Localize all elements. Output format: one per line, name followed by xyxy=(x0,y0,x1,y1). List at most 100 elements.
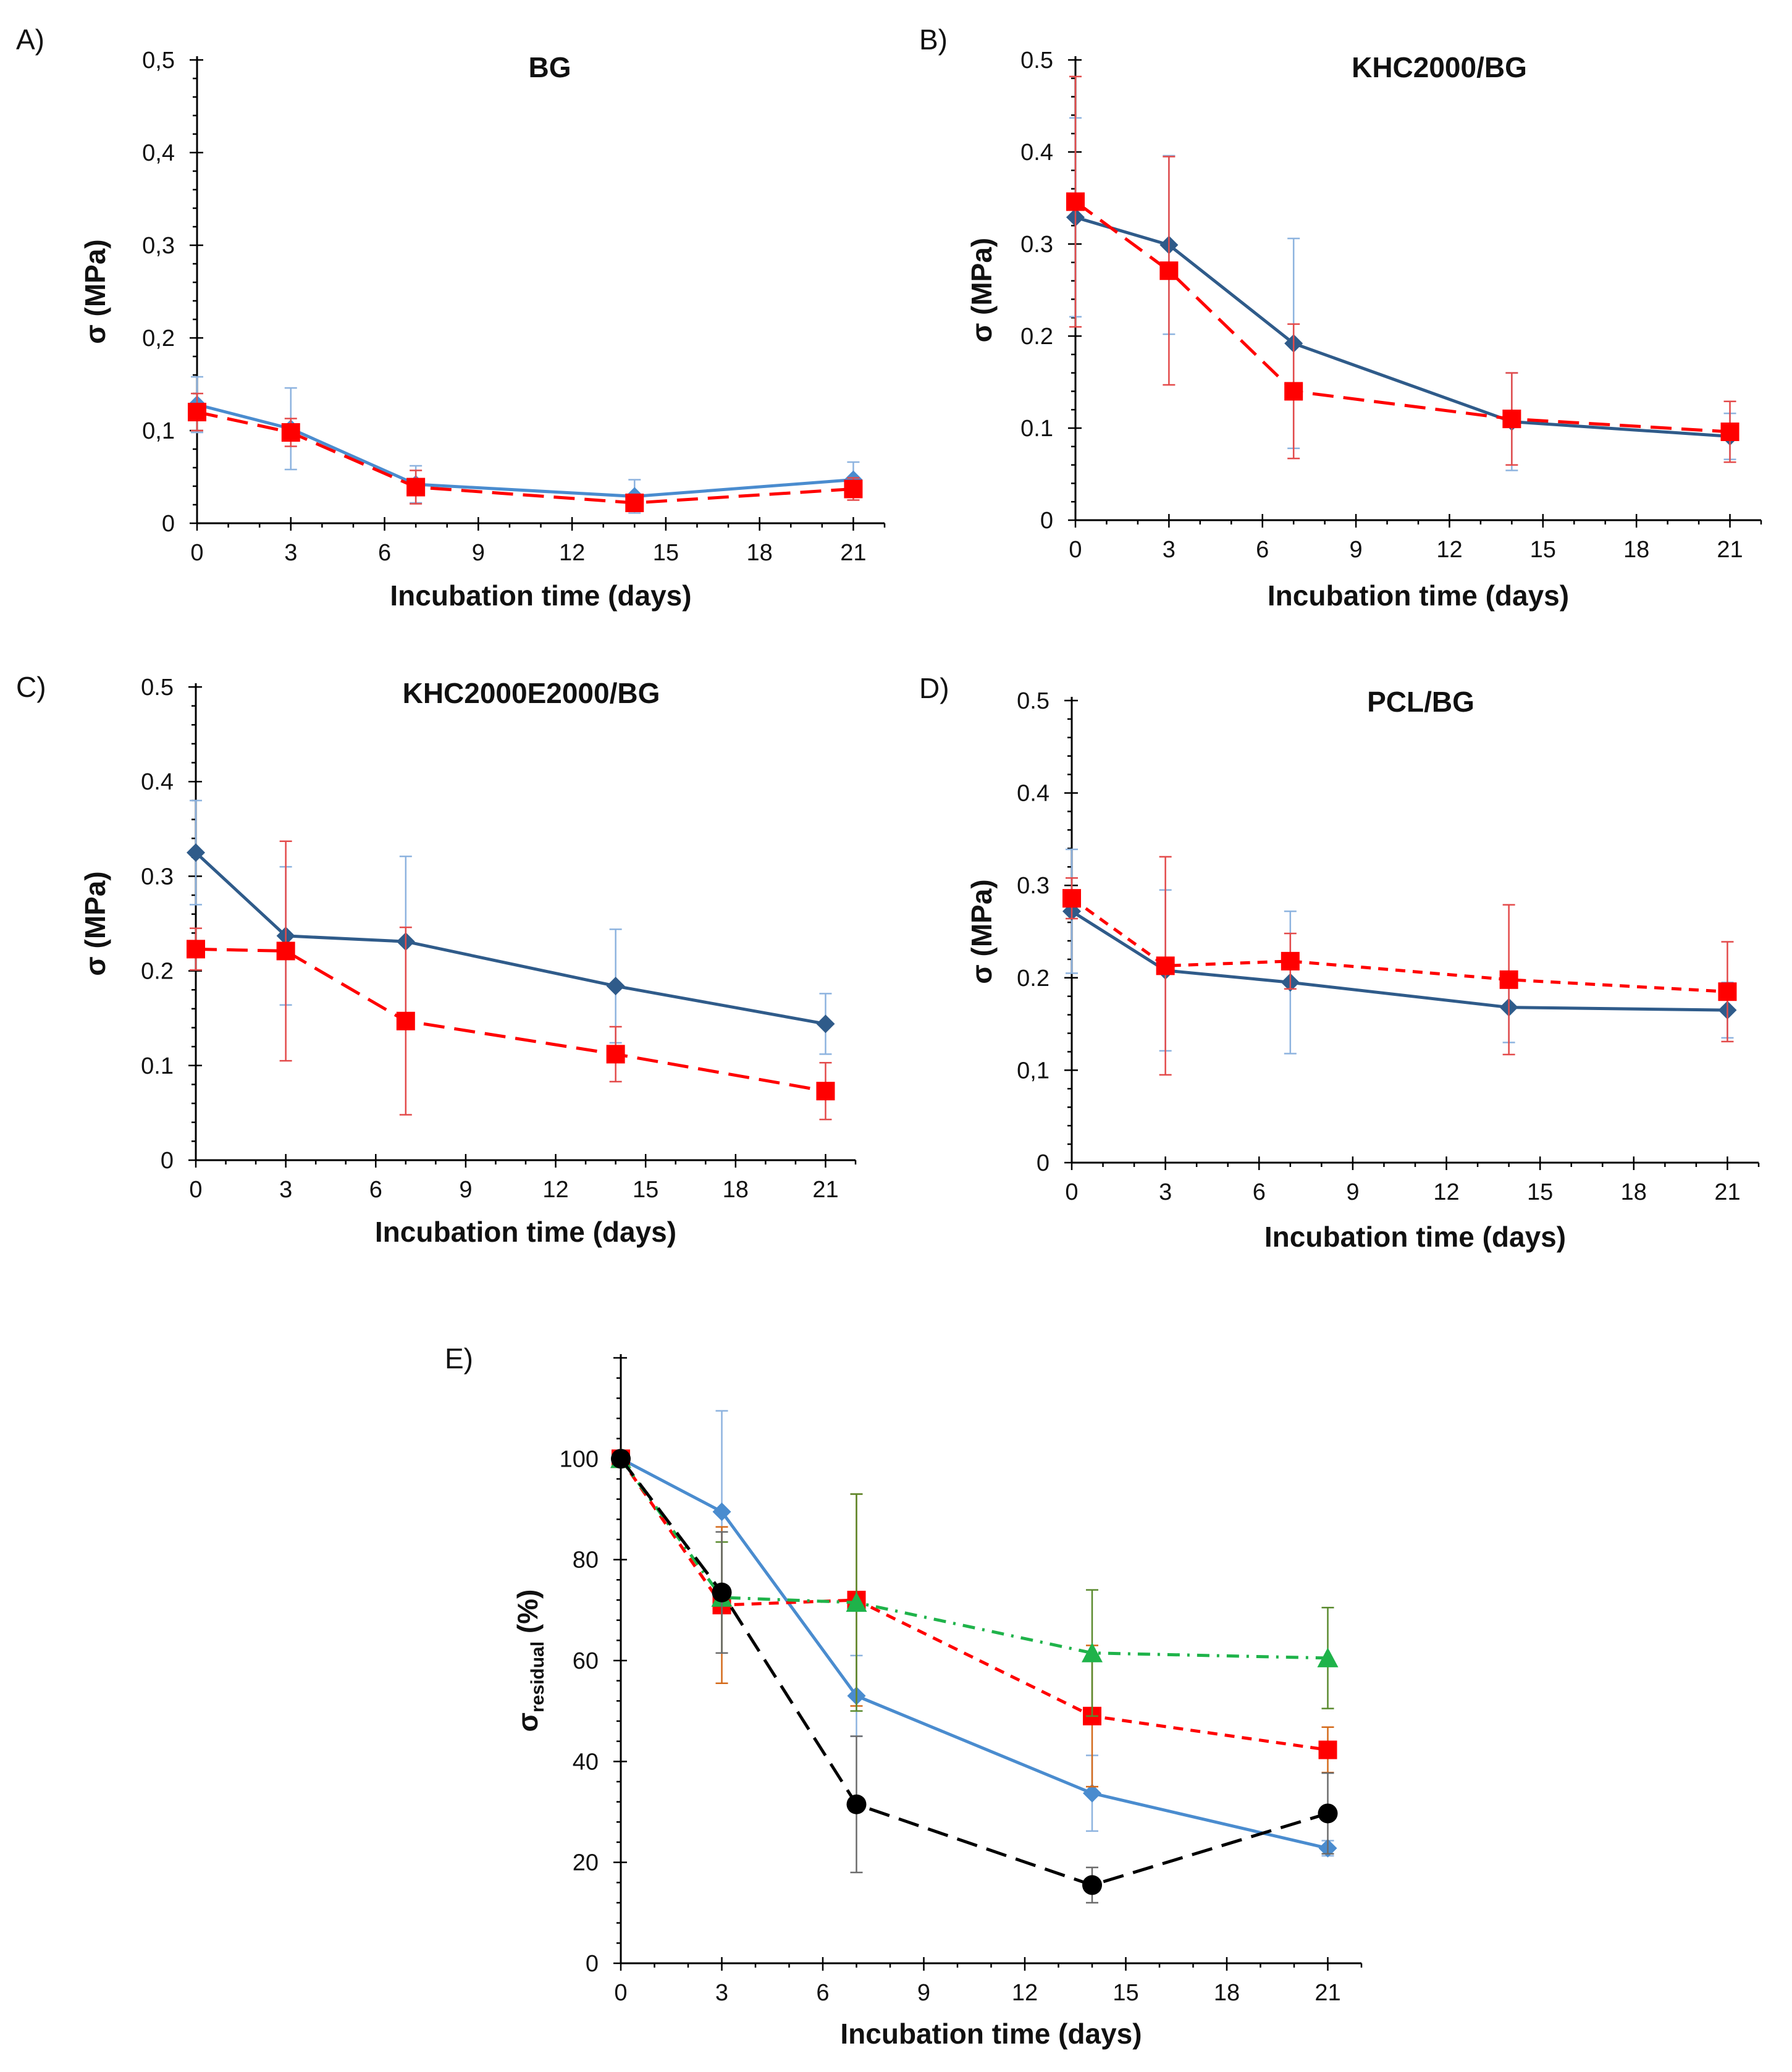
y-tick-label: 0.2 xyxy=(1017,966,1050,992)
y-tick-label: 0.4 xyxy=(141,769,174,795)
y-tick-label: 80 xyxy=(573,1548,599,1573)
y-tick-label: 0 xyxy=(586,1951,599,1977)
x-tick-label: 18 xyxy=(1621,1179,1647,1205)
series-2 xyxy=(188,392,863,512)
x-tick-label: 18 xyxy=(1214,1980,1240,2006)
y-tick-label: 0 xyxy=(161,1148,174,1174)
panel-letter: E) xyxy=(445,1342,473,1375)
x-axis-title: Incubation time (days) xyxy=(375,1216,676,1248)
x-tick-label: 9 xyxy=(917,1980,930,2006)
data-point xyxy=(1159,261,1179,280)
chart-title: BG xyxy=(529,51,571,83)
chart-panel-4: D) PCL/BG 0 3 6 9 12 15 18 21 0 0,1 0.2 0.3 0.4 0.5 Incu… xyxy=(919,672,1760,1253)
x-tick-label: 0 xyxy=(614,1980,627,2006)
series-1 xyxy=(1066,117,1739,471)
y-tick-label: 20 xyxy=(573,1850,599,1876)
panel-letter: B) xyxy=(919,23,948,56)
y-axis-title: σ (MPa) xyxy=(965,879,998,983)
y-axis-title-main: σ (MPa) xyxy=(79,871,111,975)
y-tick-label: 0,1 xyxy=(1017,1058,1050,1084)
data-point xyxy=(846,1794,867,1814)
y-tick-label: 0.3 xyxy=(141,864,174,890)
data-point xyxy=(1082,1642,1103,1662)
series-2 xyxy=(612,1449,1337,1788)
x-tick-label: 6 xyxy=(378,540,391,566)
data-point xyxy=(396,1011,415,1030)
x-tick-label: 15 xyxy=(653,540,679,566)
x-axis-title: Incubation time (days) xyxy=(390,579,691,612)
y-tick-label: 0.4 xyxy=(1017,781,1050,807)
x-tick-label: 3 xyxy=(1163,537,1176,563)
x-tick-label: 9 xyxy=(1346,1179,1359,1205)
x-tick-label: 21 xyxy=(1717,537,1743,563)
y-tick-label: 0 xyxy=(162,511,175,537)
x-tick-label: 3 xyxy=(279,1177,292,1203)
x-tick-label: 6 xyxy=(816,1980,829,2006)
y-axis-title: σ (MPa) xyxy=(79,871,111,975)
series-1 xyxy=(187,799,835,1055)
data-point xyxy=(625,494,644,512)
x-tick-label: 21 xyxy=(840,540,866,566)
x-tick-label: 15 xyxy=(1113,1980,1138,2006)
data-point xyxy=(1281,951,1300,971)
series-2 xyxy=(1062,856,1737,1076)
data-point xyxy=(712,1582,732,1602)
y-tick-label: 0.2 xyxy=(1020,324,1053,350)
series-line xyxy=(1074,200,1730,434)
x-tick-label: 12 xyxy=(1436,537,1462,563)
series-3 xyxy=(610,1448,1339,1717)
x-tick-label: 15 xyxy=(633,1177,658,1203)
x-tick-label: 9 xyxy=(472,540,485,566)
series-2 xyxy=(1066,75,1739,466)
data-point xyxy=(611,1449,631,1469)
x-axis-title: Incubation time (days) xyxy=(1264,1221,1566,1253)
y-tick-label: 0,1 xyxy=(142,418,175,444)
x-tick-label: 6 xyxy=(369,1177,382,1203)
data-point xyxy=(187,940,205,959)
x-tick-label: 15 xyxy=(1527,1179,1553,1205)
data-point xyxy=(1082,1875,1102,1895)
data-point xyxy=(816,1082,835,1101)
y-axis-title-main: σ (MPa) xyxy=(79,239,111,343)
x-tick-label: 18 xyxy=(746,540,772,566)
x-tick-label: 21 xyxy=(812,1177,838,1203)
series-line xyxy=(1071,897,1728,993)
data-point xyxy=(1062,889,1081,908)
x-tick-label: 3 xyxy=(715,1980,728,2006)
x-axis-title: Incubation time (days) xyxy=(840,2018,1142,2050)
y-tick-label: 0.5 xyxy=(1017,688,1050,714)
data-point xyxy=(1499,970,1518,989)
x-tick-label: 12 xyxy=(1433,1179,1459,1205)
x-tick-label: 3 xyxy=(284,540,297,566)
series-line xyxy=(620,1457,1329,1887)
y-axis-title-main: σ (MPa) xyxy=(965,238,998,342)
y-axis-title-unit: (%) xyxy=(511,1590,544,1641)
x-tick-label: 18 xyxy=(1623,537,1649,563)
x-tick-label: 6 xyxy=(1256,537,1269,563)
panel-letter: A) xyxy=(16,23,44,56)
x-tick-label: 15 xyxy=(1530,537,1556,563)
y-tick-label: 100 xyxy=(560,1446,599,1472)
x-tick-label: 0 xyxy=(190,540,203,566)
chart-panel-2: B) KHC2000/BG 0 3 6 9 12 15 18 21 0 0.1 0.2 0.3 0.4 0.5… xyxy=(919,23,1762,612)
chart-panel-5: E) 0 3 6 9 12 15 18 21 0 20 40 60 80 100 Incubation tim… xyxy=(445,1342,1363,2050)
data-point xyxy=(1718,982,1737,1001)
y-tick-label: 0,3 xyxy=(142,233,175,259)
data-point xyxy=(187,843,205,862)
y-tick-label: 0,4 xyxy=(142,140,175,166)
x-tick-label: 6 xyxy=(1253,1179,1266,1205)
x-tick-label: 18 xyxy=(723,1177,749,1203)
y-tick-label: 60 xyxy=(573,1648,599,1674)
data-point xyxy=(188,403,206,421)
y-axis-title-main: σ xyxy=(511,1712,544,1732)
x-tick-label: 12 xyxy=(559,540,585,566)
panel-letter: C) xyxy=(16,671,46,703)
x-tick-label: 9 xyxy=(1350,537,1363,563)
y-tick-label: 0,5 xyxy=(142,48,175,74)
y-tick-label: 0.3 xyxy=(1017,873,1050,899)
y-tick-label: 40 xyxy=(573,1749,599,1775)
y-tick-label: 0.5 xyxy=(1020,48,1053,74)
series-4 xyxy=(611,1449,1338,1904)
y-tick-label: 0,2 xyxy=(142,326,175,352)
